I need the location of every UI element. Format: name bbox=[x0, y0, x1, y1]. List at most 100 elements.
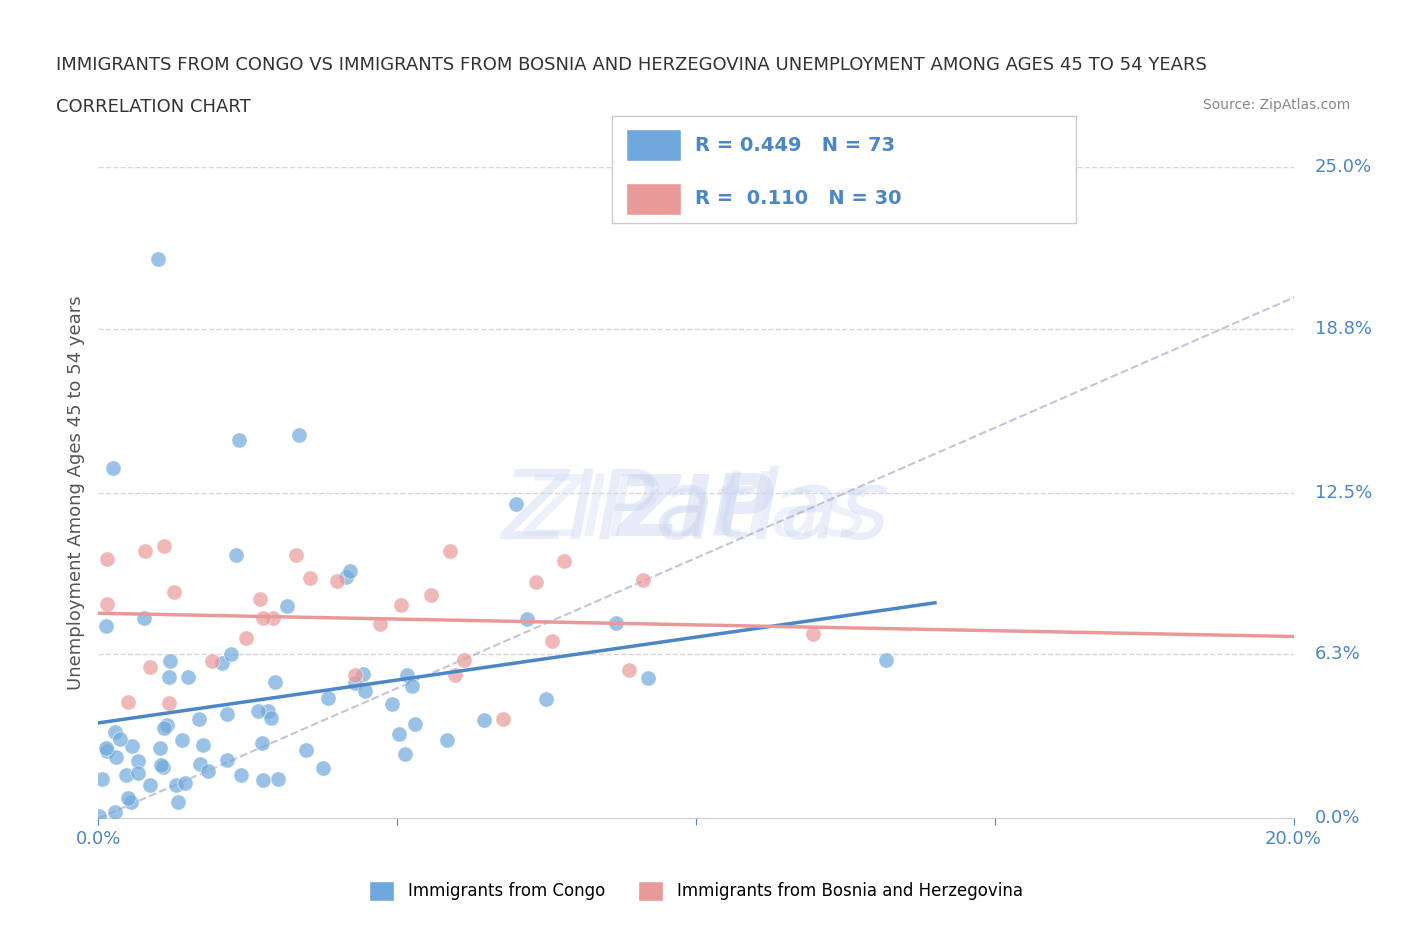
Point bbox=[553, 554, 575, 569]
Point bbox=[94, 740, 117, 755]
Point bbox=[132, 610, 155, 625]
Point bbox=[156, 717, 179, 732]
Point bbox=[134, 544, 156, 559]
Point bbox=[127, 765, 149, 780]
Point bbox=[284, 548, 307, 563]
Point bbox=[247, 703, 270, 718]
Point bbox=[174, 776, 197, 790]
Point bbox=[201, 654, 224, 669]
Text: IMMIGRANTS FROM CONGO VS IMMIGRANTS FROM BOSNIA AND HERZEGOVINA UNEMPLOYMENT AMO: IMMIGRANTS FROM CONGO VS IMMIGRANTS FROM… bbox=[56, 56, 1208, 73]
Point bbox=[172, 732, 194, 747]
Point bbox=[127, 754, 149, 769]
Point bbox=[188, 711, 211, 726]
Point bbox=[605, 616, 627, 631]
Point bbox=[326, 574, 349, 589]
Point bbox=[117, 790, 139, 805]
Point bbox=[436, 732, 458, 747]
Point bbox=[252, 610, 274, 625]
Point bbox=[474, 713, 496, 728]
Point bbox=[94, 618, 117, 633]
Point bbox=[395, 668, 418, 683]
Point bbox=[453, 653, 475, 668]
Point bbox=[152, 538, 174, 553]
Text: Source: ZipAtlas.com: Source: ZipAtlas.com bbox=[1202, 98, 1350, 112]
Point bbox=[96, 596, 118, 611]
Point bbox=[96, 551, 118, 566]
Point bbox=[312, 761, 335, 776]
Point bbox=[516, 611, 538, 626]
Point bbox=[219, 646, 242, 661]
Point bbox=[177, 669, 200, 684]
Point bbox=[104, 804, 127, 819]
Point bbox=[157, 670, 180, 684]
Point bbox=[391, 598, 413, 613]
Point bbox=[288, 428, 311, 443]
Point bbox=[152, 721, 174, 736]
Point bbox=[166, 794, 188, 809]
Point bbox=[267, 772, 290, 787]
Point bbox=[257, 703, 280, 718]
Point bbox=[159, 654, 181, 669]
FancyBboxPatch shape bbox=[626, 129, 682, 161]
Point bbox=[263, 674, 285, 689]
Point bbox=[294, 743, 316, 758]
Point bbox=[105, 750, 128, 764]
Point bbox=[388, 727, 411, 742]
Point bbox=[420, 588, 443, 603]
Text: R =  0.110   N = 30: R = 0.110 N = 30 bbox=[695, 189, 901, 208]
Point bbox=[339, 564, 361, 578]
Point bbox=[536, 692, 558, 707]
Point bbox=[249, 591, 271, 606]
Point bbox=[343, 668, 366, 683]
Point bbox=[148, 251, 170, 266]
Point bbox=[260, 711, 283, 725]
Point bbox=[228, 432, 250, 447]
Point bbox=[89, 808, 111, 823]
Point bbox=[335, 569, 357, 584]
Point bbox=[803, 627, 825, 642]
Legend: Immigrants from Congo, Immigrants from Bosnia and Herzegovina: Immigrants from Congo, Immigrants from B… bbox=[363, 874, 1029, 908]
Text: 12.5%: 12.5% bbox=[1315, 484, 1372, 502]
Point bbox=[191, 737, 214, 752]
Point bbox=[343, 676, 366, 691]
Point bbox=[150, 757, 173, 772]
Point bbox=[368, 616, 391, 631]
Text: ZIP: ZIP bbox=[617, 471, 775, 554]
Point bbox=[637, 671, 659, 685]
Y-axis label: Unemployment Among Ages 45 to 54 years: Unemployment Among Ages 45 to 54 years bbox=[66, 296, 84, 690]
Point bbox=[299, 571, 322, 586]
Point bbox=[163, 585, 186, 600]
Point bbox=[217, 753, 239, 768]
Point bbox=[115, 768, 138, 783]
Point bbox=[225, 548, 247, 563]
Point bbox=[96, 744, 118, 759]
Point bbox=[354, 684, 377, 698]
Point bbox=[250, 736, 273, 751]
Point bbox=[120, 794, 142, 809]
Text: 0.0%: 0.0% bbox=[1315, 809, 1360, 828]
Point bbox=[444, 667, 467, 682]
Point bbox=[121, 738, 143, 753]
Point bbox=[235, 631, 257, 645]
Point bbox=[139, 659, 162, 674]
Point bbox=[439, 543, 461, 558]
Text: 18.8%: 18.8% bbox=[1315, 320, 1372, 338]
Text: CORRELATION CHART: CORRELATION CHART bbox=[56, 98, 252, 115]
Point bbox=[524, 575, 547, 590]
Point bbox=[316, 690, 339, 705]
Point bbox=[190, 756, 212, 771]
Point bbox=[91, 772, 114, 787]
Point bbox=[211, 656, 233, 671]
Point bbox=[104, 724, 127, 739]
Point bbox=[149, 740, 172, 755]
Text: ZIPatlas: ZIPatlas bbox=[524, 471, 868, 554]
Point bbox=[541, 633, 564, 648]
Point bbox=[139, 777, 162, 792]
Text: 6.3%: 6.3% bbox=[1315, 645, 1361, 663]
Point bbox=[197, 764, 219, 778]
Point bbox=[381, 697, 404, 711]
Point bbox=[619, 662, 641, 677]
Text: R = 0.449   N = 73: R = 0.449 N = 73 bbox=[695, 136, 896, 154]
Point bbox=[157, 696, 180, 711]
Point bbox=[117, 695, 139, 710]
